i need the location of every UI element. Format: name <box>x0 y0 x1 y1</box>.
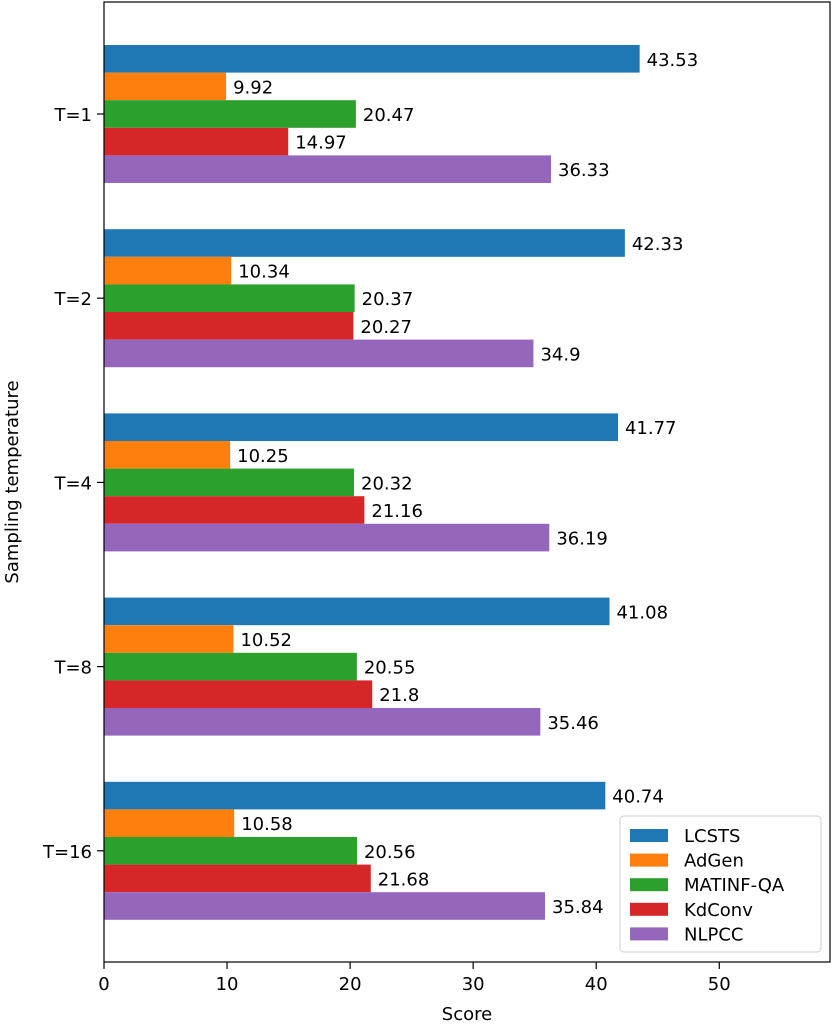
y-tick-label: T=2 <box>53 289 92 310</box>
x-tick-label: 30 <box>462 974 485 995</box>
value-label: 41.08 <box>616 602 668 623</box>
legend-entry: KdConv <box>684 900 753 921</box>
value-label: 20.27 <box>360 317 412 338</box>
y-tick-label: T=1 <box>53 105 92 126</box>
bar-adgen-t4 <box>104 441 231 469</box>
y-tick-label: T=16 <box>42 842 92 863</box>
bar-nlpcc-t1 <box>104 155 552 183</box>
bar-nlpcc-t4 <box>104 523 550 552</box>
bar-lcsts-t16 <box>104 781 606 810</box>
x-tick-label: 0 <box>98 974 109 995</box>
bar-lcsts-t8 <box>104 597 610 626</box>
bar-kdconv-t1 <box>104 127 289 156</box>
bar-adgen-t16 <box>104 809 235 837</box>
bar-nlpcc-t16 <box>104 892 546 920</box>
bar-nlpcc-t8 <box>104 708 541 736</box>
x-axis-title: Score <box>442 1004 492 1024</box>
value-label: 10.58 <box>241 814 293 835</box>
legend-swatch <box>630 927 668 941</box>
bar-adgen-t8 <box>104 625 234 653</box>
value-label: 42.33 <box>632 234 684 255</box>
bars-layer <box>104 45 640 920</box>
x-tick-label: 50 <box>708 974 731 995</box>
y-axis-ticks: T=1 T=2 T=4 T=8 T=16 <box>42 105 104 863</box>
bar-matinf-qa-t8 <box>104 652 357 681</box>
bar-matinf-qa-t4 <box>104 468 355 497</box>
legend-entry: MATINF-QA <box>684 875 785 896</box>
value-label: 20.55 <box>364 658 416 679</box>
value-label: 9.92 <box>233 77 273 98</box>
value-label: 20.37 <box>362 289 414 310</box>
value-label: 21.8 <box>379 685 419 706</box>
bar-lcsts-t1 <box>104 45 640 73</box>
value-label: 14.97 <box>295 133 347 154</box>
value-label: 20.56 <box>364 842 416 863</box>
x-tick-label: 10 <box>216 974 239 995</box>
value-label: 40.74 <box>612 787 664 808</box>
y-tick-label: T=8 <box>53 658 92 679</box>
value-label: 35.46 <box>547 713 599 734</box>
value-label: 36.33 <box>558 160 610 181</box>
y-axis-title: Sampling temperature <box>2 380 23 583</box>
bar-kdconv-t4 <box>104 496 365 524</box>
bar-adgen-t1 <box>104 72 227 101</box>
y-tick-label: T=4 <box>53 473 92 494</box>
value-label: 21.16 <box>371 501 423 522</box>
x-tick-label: 20 <box>339 974 362 995</box>
bar-lcsts-t2 <box>104 229 625 257</box>
value-label: 10.52 <box>240 630 292 651</box>
bar-kdconv-t8 <box>104 680 373 708</box>
value-label: 43.53 <box>647 50 699 71</box>
bar-matinf-qa-t16 <box>104 837 357 865</box>
value-label: 34.9 <box>540 344 580 365</box>
legend-swatch <box>630 853 668 867</box>
legend: LCSTS AdGen MATINF-QA KdConv NLPCC <box>619 815 822 953</box>
value-label: 20.32 <box>361 473 413 494</box>
x-axis-ticks: 0 10 20 30 40 50 <box>98 962 731 995</box>
value-label: 21.68 <box>378 869 430 890</box>
legend-box <box>619 815 822 953</box>
value-label: 41.77 <box>625 418 677 439</box>
legend-entry: LCSTS <box>684 826 740 847</box>
bar-nlpcc-t2 <box>104 339 534 368</box>
value-labels-layer: 43.53 9.92 20.47 14.97 36.33 42.33 10.34 20.37 2… <box>233 50 698 918</box>
value-label: 35.84 <box>552 897 604 918</box>
legend-swatch <box>630 878 668 892</box>
bar-kdconv-t2 <box>104 312 354 340</box>
value-label: 36.19 <box>556 529 608 550</box>
bar-matinf-qa-t2 <box>104 284 355 312</box>
bar-matinf-qa-t1 <box>104 100 356 128</box>
legend-entry: AdGen <box>684 851 744 872</box>
bar-lcsts-t4 <box>104 413 618 441</box>
x-tick-label: 40 <box>585 974 608 995</box>
legend-entry: NLPCC <box>684 924 743 945</box>
bar-kdconv-t16 <box>104 864 371 893</box>
bar-adgen-t2 <box>104 256 232 285</box>
value-label: 20.47 <box>363 105 415 126</box>
value-label: 10.25 <box>237 446 289 467</box>
legend-swatch <box>630 902 668 916</box>
legend-swatch <box>630 829 668 842</box>
value-label: 10.34 <box>238 262 290 283</box>
